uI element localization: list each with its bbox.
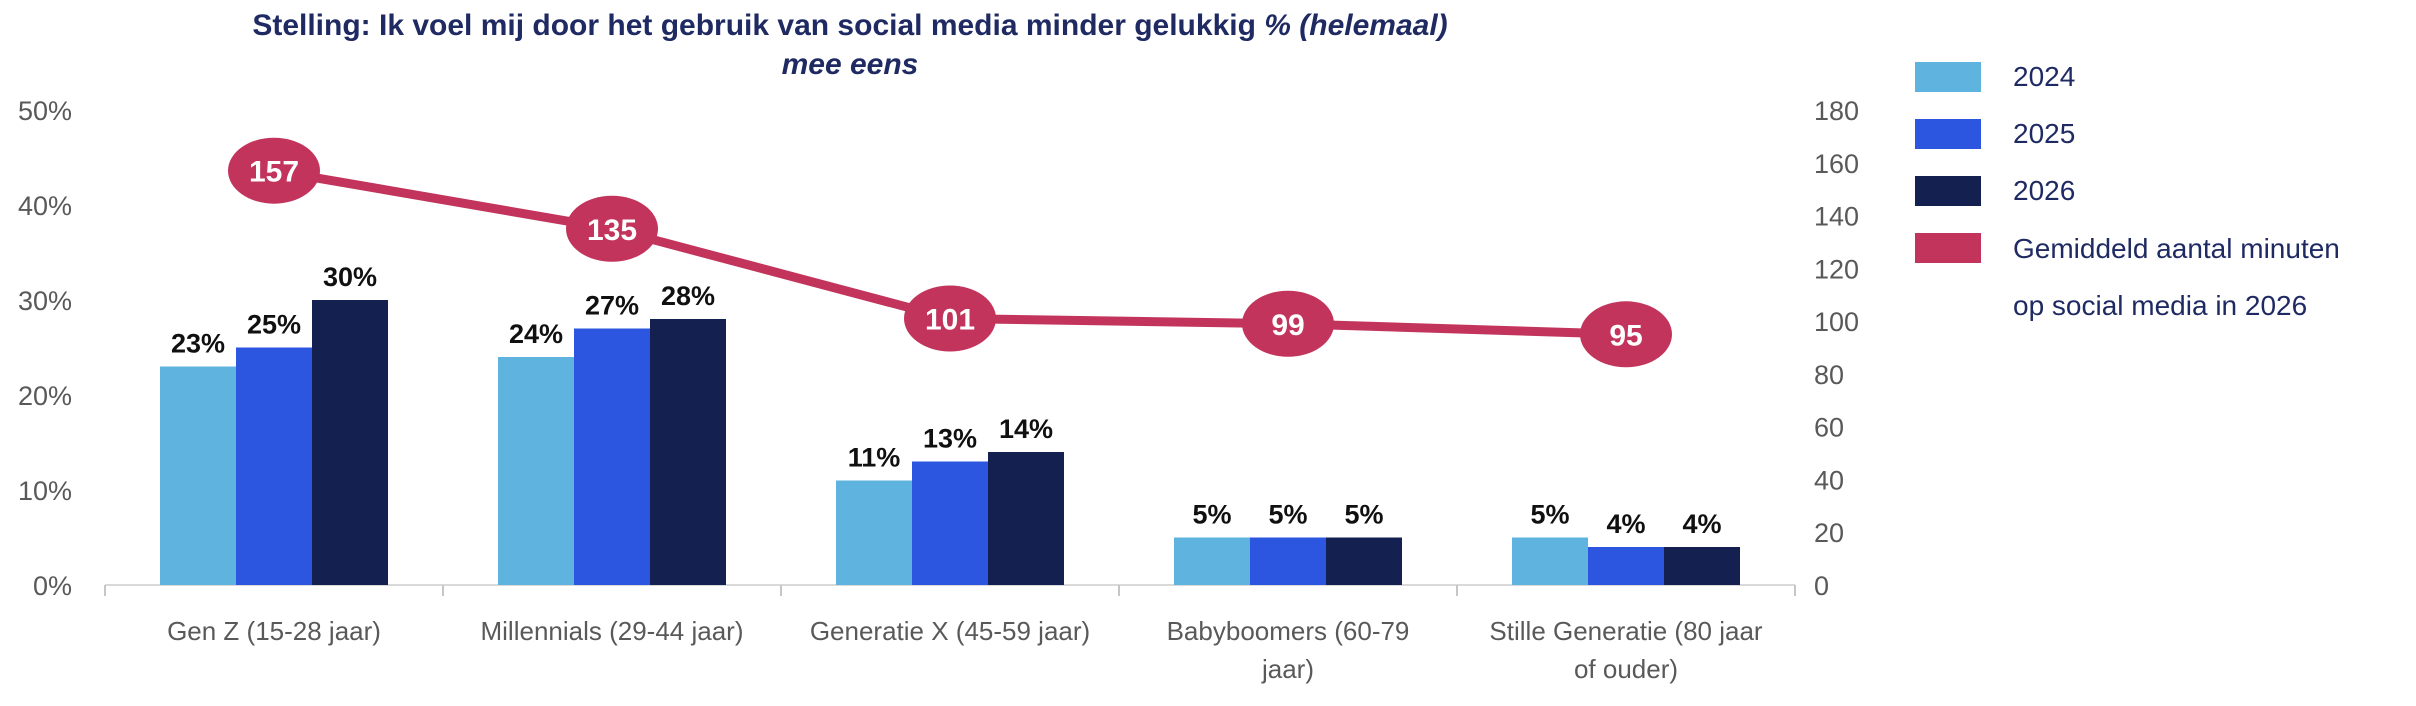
chart-region: 0% 10% 20% 30% 40% 50% 0 20 40 60 80 100 120 140 160 18… (0, 6, 1859, 684)
line-marker (1242, 290, 1334, 357)
bar-2026 (1326, 537, 1402, 585)
line-marker (1580, 301, 1672, 368)
left-axis-tick-label: 20% (18, 381, 72, 411)
legend-item: 2026 (1915, 176, 2395, 206)
bar-2024 (1512, 537, 1588, 585)
chart-title: Stelling: Ik voel mij door het gebruik v… (0, 6, 1700, 84)
bar-2024 (160, 366, 236, 585)
category-label: Generatie X (45-59 jaar) (810, 616, 1090, 646)
left-axis-tick-label: 0% (33, 571, 72, 601)
category-label: Gen Z (15-28 jaar) (167, 616, 381, 646)
bar-2025 (1250, 537, 1326, 585)
right-axis-tick-label: 100 (1814, 307, 1859, 337)
legend-label-2024: 2024 (2013, 61, 2076, 92)
chart-title-normal: Stelling: Ik voel mij door het gebruik v… (252, 9, 1265, 42)
bar-label-2025: 25% (247, 310, 301, 340)
bar-2025 (1588, 547, 1664, 585)
chart-title-line2: mee eens (781, 48, 919, 81)
bar-label-2026: 28% (661, 281, 715, 311)
line-marker-label: 101 (925, 303, 975, 336)
bar-label-2025: 27% (585, 291, 639, 321)
bar-2025 (912, 461, 988, 585)
line-marker-label: 135 (587, 214, 637, 247)
category-label: Babyboomers (60-79 jaar) (1167, 616, 1410, 684)
bar-label-2024: 23% (171, 329, 225, 359)
line-marker (228, 137, 320, 204)
left-axis-tick-label: 30% (18, 286, 72, 316)
bar-2025 (574, 328, 650, 585)
right-axis-tick-label: 140 (1814, 202, 1859, 232)
line-marker (566, 195, 658, 262)
line-marker-label: 95 (1609, 319, 1642, 352)
bar-2024 (1174, 537, 1250, 585)
line-marker-label: 157 (249, 156, 299, 189)
left-axis-tick-label: 40% (18, 191, 72, 221)
right-axis-tick-label: 180 (1814, 96, 1859, 126)
legend-label-2025: 2025 (2013, 118, 2076, 149)
bar-label-2026: 14% (999, 414, 1053, 444)
legend-swatch-2025 (1915, 119, 1981, 149)
left-axis-tick-label: 50% (18, 96, 72, 126)
bar-label-2025: 13% (923, 424, 977, 454)
chart-title-line1: Stelling: Ik voel mij door het gebruik v… (0, 6, 1700, 45)
legend-swatch-2024 (1915, 62, 1981, 92)
bar-2026 (312, 300, 388, 585)
right-axis-tick-label: 0 (1814, 571, 1829, 601)
bar-label-2026: 4% (1682, 509, 1721, 539)
right-axis-tick-label: 20 (1814, 518, 1844, 548)
bar-2026 (988, 452, 1064, 585)
legend-item: 2025 (1915, 119, 2395, 149)
left-axis-tick-label: 10% (18, 476, 72, 506)
legend-swatch-line-series (1915, 233, 1981, 263)
bar-2025 (236, 347, 312, 585)
bar-2026 (1664, 547, 1740, 585)
legend-label-2026: 2026 (2013, 175, 2076, 206)
legend-swatch-2026 (1915, 176, 1981, 206)
bar-label-2024: 24% (509, 319, 563, 349)
bar-2024 (836, 480, 912, 585)
line-marker (904, 285, 996, 352)
bar-label-2025: 5% (1268, 500, 1307, 530)
right-axis-tick-label: 160 (1814, 149, 1859, 179)
bar-2026 (650, 319, 726, 585)
legend-item: 2024 (1915, 62, 2395, 92)
combo-chart-svg: 0% 10% 20% 30% 40% 50% 0 20 40 60 80 100 120 140 160 18… (18, 96, 1859, 684)
category-label: Millennials (29-44 jaar) (481, 616, 744, 646)
legend: 2024 2025 2026 Gemiddeld aantal minuten … (1915, 62, 2395, 361)
bar-label-2026: 30% (323, 262, 377, 292)
bar-label-2025: 4% (1606, 509, 1645, 539)
right-axis-tick-label: 120 (1814, 254, 1859, 284)
line-marker-label: 99 (1271, 309, 1304, 342)
bar-label-2026: 5% (1344, 500, 1383, 530)
right-axis-tick-label: 40 (1814, 465, 1844, 495)
bar-2024 (498, 357, 574, 585)
bar-label-2024: 5% (1192, 500, 1231, 530)
bar-label-2024: 5% (1530, 500, 1569, 530)
chart-title-italic: % (helemaal) (1264, 9, 1448, 42)
bar-label-2024: 11% (848, 443, 901, 473)
legend-label-line-series: Gemiddeld aantal minuten op social media… (2013, 233, 2340, 321)
category-label: Stille Generatie (80 jaar of ouder) (1489, 616, 1762, 684)
right-axis-tick-label: 80 (1814, 360, 1844, 390)
right-axis-tick-label: 60 (1814, 413, 1844, 443)
legend-item: Gemiddeld aantal minuten op social media… (1915, 233, 2395, 334)
